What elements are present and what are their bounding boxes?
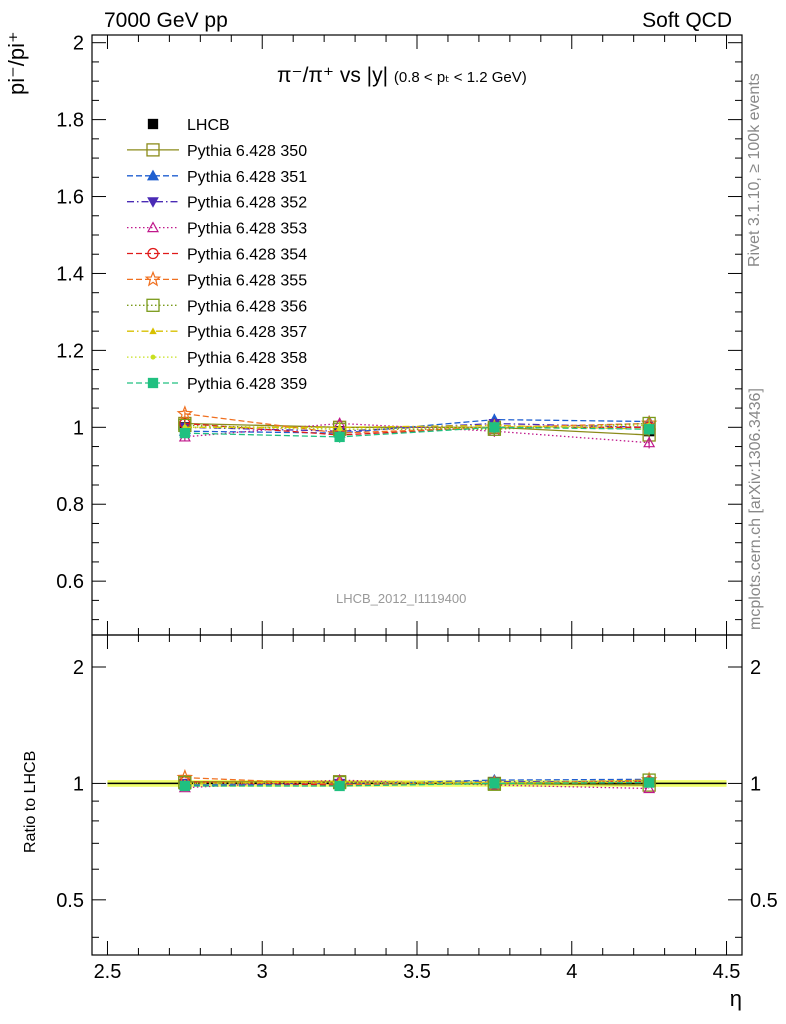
legend-label: Pythia 6.428 356 — [187, 298, 307, 315]
legend: LHCB Pythia 6.428 350 Pythia 6.428 351 Pyth… — [127, 117, 307, 393]
marker-square — [334, 780, 345, 792]
y-tick-label: 1.4 — [56, 263, 84, 285]
series-6 — [176, 405, 658, 441]
marker-small-triangle — [149, 327, 157, 335]
axis-ticks — [92, 35, 742, 955]
series-line — [184, 424, 650, 430]
y-tick-label: 1 — [73, 417, 84, 439]
marker-square — [489, 778, 500, 789]
y-tick-label: 2 — [73, 33, 84, 55]
series-line — [184, 422, 650, 444]
series-line — [184, 424, 650, 430]
ratio-y-tick-label-right: 2 — [750, 657, 761, 679]
marker-square — [147, 377, 159, 389]
marker-triangle — [643, 436, 656, 448]
marker-square — [179, 427, 191, 439]
legend-entry: Pythia 6.428 352 — [127, 195, 307, 212]
series-line — [184, 413, 650, 434]
legend-entry: Pythia 6.428 354 — [127, 247, 307, 264]
marker-triangle — [146, 169, 160, 181]
marker-triangle — [643, 782, 656, 794]
y-tick-label: 1.6 — [56, 187, 84, 209]
marker-square — [179, 780, 191, 792]
marker-dot — [337, 426, 343, 432]
plot-title: π⁻/π⁺ vs |y| (0.8 < pₜ < 1.2 GeV) — [277, 65, 527, 86]
legend-entry: Pythia 6.428 351 — [127, 169, 307, 186]
x-tick-label: 3.5 — [403, 961, 431, 983]
legend-label: Pythia 6.428 350 — [187, 143, 307, 160]
series-line — [184, 426, 650, 438]
marker-dot — [150, 354, 156, 360]
ratio-y-tick-label-right: 0.5 — [750, 890, 778, 912]
marker-square — [146, 143, 160, 157]
ratio-series-line — [184, 776, 650, 785]
plot-title-range: (0.8 < pₜ < 1.2 GeV) — [393, 69, 527, 86]
legend-entry: Pythia 6.428 350 — [127, 143, 307, 160]
marker-square — [489, 422, 500, 433]
legend-label: Pythia 6.428 355 — [187, 272, 307, 289]
legend-label: Pythia 6.428 352 — [187, 195, 307, 212]
legend-label: Pythia 6.428 358 — [187, 350, 307, 367]
marker-square — [643, 777, 655, 788]
ratio-series-line — [184, 780, 650, 785]
tick-labels: 0.6 0.8 1 1.2 1.4 1.6 1.8 2 0.5 0.5 1 1 2 2 2.5 3 3.5 4 4.… — [56, 33, 778, 983]
legend-entry: Pythia 6.428 355 — [127, 270, 307, 289]
ratio-y-tick-label-left: 0.5 — [56, 890, 84, 912]
y-tick-label: 0.6 — [56, 571, 84, 593]
legend-label: Pythia 6.428 351 — [187, 169, 307, 186]
marker-square — [487, 777, 502, 791]
legend-entry: Pythia 6.428 353 — [127, 221, 307, 238]
y-tick-label: 0.8 — [56, 494, 84, 516]
analysis-id-label: LHCB_2012_I1119400 — [336, 591, 467, 606]
ratio-y-tick-label-right: 1 — [750, 773, 761, 795]
marker-triangle-down — [147, 197, 159, 208]
marker-star — [176, 405, 194, 421]
header-process-label: Soft QCD — [642, 9, 732, 32]
marker-square — [147, 118, 159, 130]
y-tick-label: 1.2 — [56, 340, 84, 362]
plot-title-main: π⁻/π⁺ vs |y| — [277, 64, 389, 87]
y-tick-label: 1.8 — [56, 110, 84, 132]
series-line — [184, 422, 650, 436]
legend-label: Pythia 6.428 353 — [187, 221, 307, 238]
legend-label: LHCB — [187, 117, 230, 134]
ratio-series-9 — [179, 777, 655, 792]
ratio-series-line — [184, 781, 650, 787]
header-beam-label: 7000 GeV pp — [104, 9, 228, 32]
x-tick-label: 2.5 — [94, 961, 122, 983]
ratio-series-group — [176, 768, 658, 794]
legend-label: Pythia 6.428 359 — [187, 376, 307, 393]
legend-entry: Pythia 6.428 358 — [127, 350, 307, 367]
x-axis-label: η — [729, 986, 742, 1011]
legend-entry: Pythia 6.428 356 — [127, 298, 307, 315]
x-tick-label: 4.5 — [713, 961, 741, 983]
main-series-group — [176, 405, 658, 449]
marker-circle — [147, 247, 159, 260]
ratio-panel-frame — [91, 634, 743, 956]
legend-label: Pythia 6.428 357 — [187, 324, 307, 341]
x-tick-label: 4 — [566, 961, 577, 983]
ratio-y-tick-label-left: 1 — [73, 773, 84, 795]
legend-entry: Pythia 6.428 359 — [127, 376, 307, 393]
marker-square — [146, 298, 160, 312]
marker-square — [643, 424, 655, 435]
marker-square — [334, 431, 345, 443]
legend-label: Pythia 6.428 354 — [187, 247, 307, 264]
x-tick-label: 3 — [257, 961, 268, 983]
marker-star — [144, 270, 162, 287]
ratio-y-tick-label-left: 2 — [73, 657, 84, 679]
series-10 — [179, 421, 655, 443]
rivet-version-label: Rivet 3.1.10, ≥ 100k events — [746, 73, 763, 267]
ratio-series-line — [184, 778, 650, 786]
marker-triangle — [146, 221, 160, 233]
ratio-y-axis-label: Ratio to LHCB — [22, 750, 39, 853]
mcplots-reference-label: mcplots.cern.ch [arXiv:1306.3436] — [747, 388, 764, 630]
main-y-axis-label: pi⁻/pi⁺ — [4, 31, 29, 95]
series-line — [184, 418, 650, 434]
legend-entry: Pythia 6.428 357 — [127, 324, 307, 341]
legend-entry: LHCB — [147, 117, 230, 134]
